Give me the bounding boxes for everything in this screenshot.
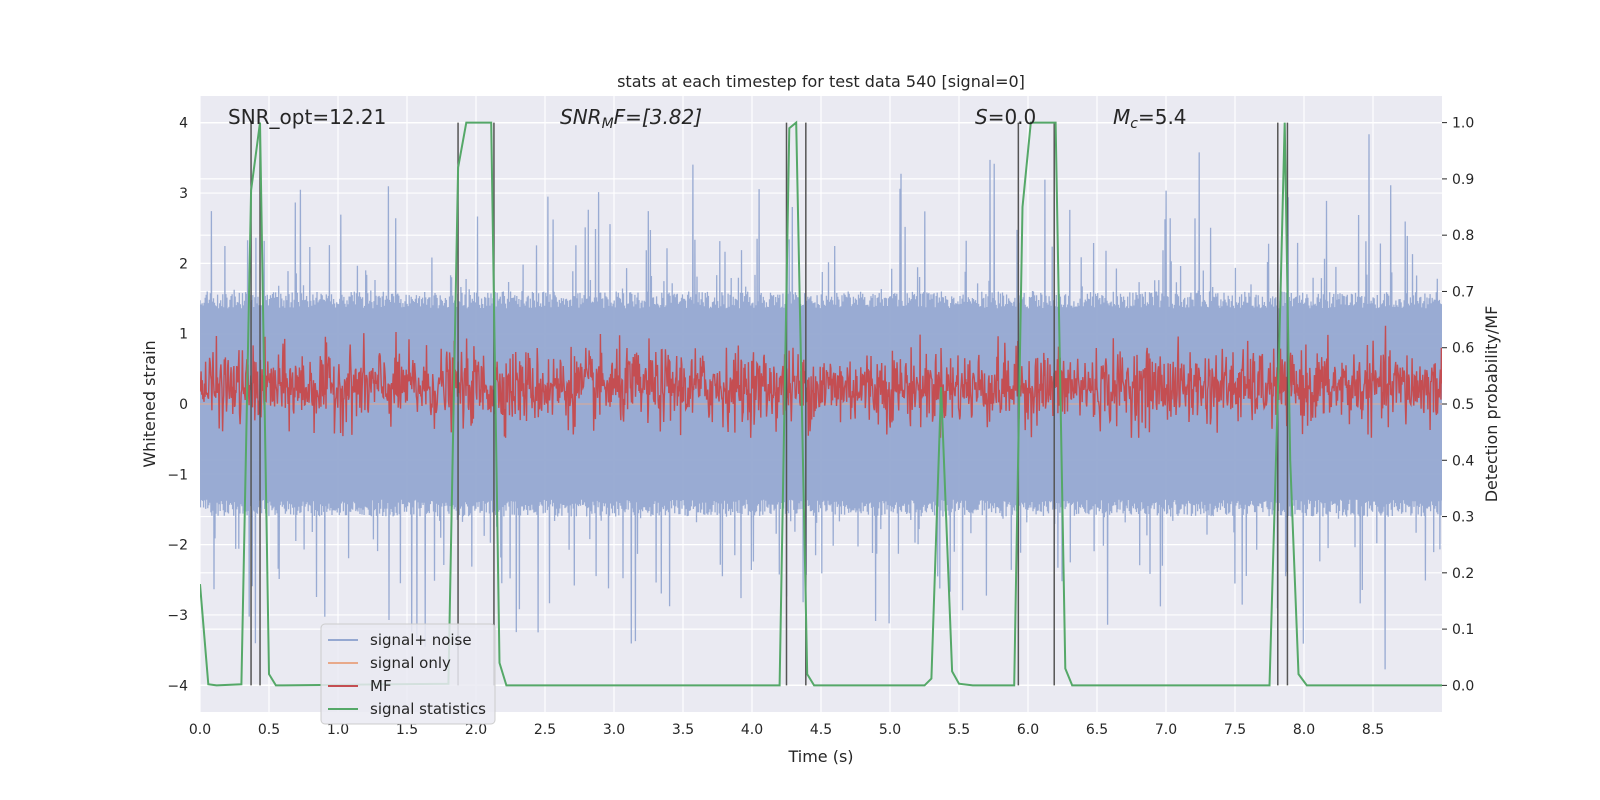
y-tick-label: 2 (179, 256, 188, 272)
y-right-tick-label: 0.0 (1452, 678, 1474, 694)
y-tick-label: 0 (179, 397, 188, 413)
y-right-tick-label: 0.1 (1452, 622, 1474, 638)
y-right-tick-label: 0.2 (1452, 566, 1474, 582)
series-mf (200, 320, 1442, 438)
y-right-tick-label: 0.6 (1452, 341, 1474, 357)
y-right-tick-label: 0.4 (1452, 453, 1474, 469)
x-tick-label: 1.0 (327, 722, 349, 738)
y-tick-label: 1 (179, 327, 188, 343)
x-tick-label: 2.0 (465, 722, 487, 738)
y-right-tick-label: 0.9 (1452, 172, 1474, 188)
x-tick-label: 5.5 (948, 722, 970, 738)
y-right-tick-label: 0.8 (1452, 228, 1474, 244)
x-tick-label: 8.5 (1362, 722, 1384, 738)
line-mf (200, 320, 1442, 438)
x-tick-label: 8.0 (1293, 722, 1315, 738)
y-right-axis-title: Detection probability/MF (1482, 306, 1501, 503)
annotation-s: S=0.0 (975, 105, 1036, 129)
y-tick-label: −1 (167, 467, 188, 483)
y-right-axis-ticks: 0.0 0.1 0.2 0.3 0.4 0.5 0.6 0.7 0.8 0.9 1.0 (1442, 116, 1474, 694)
x-tick-label: 6.0 (1017, 722, 1039, 738)
y-right-tick-label: 0.5 (1452, 397, 1474, 413)
x-tick-label: 6.5 (1086, 722, 1108, 738)
y-tick-label: −4 (167, 678, 188, 694)
chart-title: stats at each timestep for test data 540… (617, 72, 1025, 91)
x-tick-label: 3.5 (672, 722, 694, 738)
annotation-snr-mf: SNRMF=[3.82] (560, 105, 702, 132)
x-tick-label: 0.5 (258, 722, 280, 738)
x-tick-label: 2.5 (534, 722, 556, 738)
x-tick-label: 5.0 (879, 722, 901, 738)
x-tick-label: 4.5 (810, 722, 832, 738)
annotation-mc: Mc=5.4 (1113, 105, 1187, 132)
y-right-tick-label: 0.7 (1452, 284, 1474, 300)
legend-box (320, 623, 496, 725)
y-axis-ticks: −4 −3 −2 −1 0 1 2 3 4 (167, 116, 188, 695)
legend-label-signal-noise: signal+ noise (370, 631, 472, 649)
y-axis-title: Whitened strain (140, 340, 159, 467)
x-tick-label: 3.0 (603, 722, 625, 738)
series-signal-statistics (200, 120, 1442, 687)
x-tick-label: 1.5 (396, 722, 418, 738)
y-tick-label: 4 (179, 116, 188, 132)
x-tick-label: 0.0 (189, 722, 211, 738)
y-tick-label: −2 (167, 538, 188, 554)
legend-label-mf: MF (370, 677, 392, 695)
x-tick-label: 7.0 (1155, 722, 1177, 738)
line-signal-statistics (200, 120, 1442, 687)
legend-label-signal-only: signal only (370, 654, 451, 672)
legend-label-signal-statistics: signal statistics (370, 700, 486, 718)
x-axis-title: Time (s) (787, 747, 853, 766)
annotation-snr-opt: SNR_opt=12.21 (228, 105, 386, 129)
plot-area (200, 120, 1442, 687)
y-tick-label: −3 (167, 608, 188, 624)
x-tick-label: 7.5 (1224, 722, 1246, 738)
y-tick-label: 3 (179, 186, 188, 202)
y-right-tick-label: 1.0 (1452, 116, 1474, 132)
y-right-tick-label: 0.3 (1452, 510, 1474, 526)
x-axis-ticks: 0.0 0.5 1.0 1.5 2.0 2.5 3.0 3.5 4.0 4.5 5.0 5.5 6.0 6… (189, 722, 1384, 738)
x-tick-label: 4.0 (741, 722, 763, 738)
legend: signal+ noise signal only MF signal stat… (320, 623, 496, 725)
